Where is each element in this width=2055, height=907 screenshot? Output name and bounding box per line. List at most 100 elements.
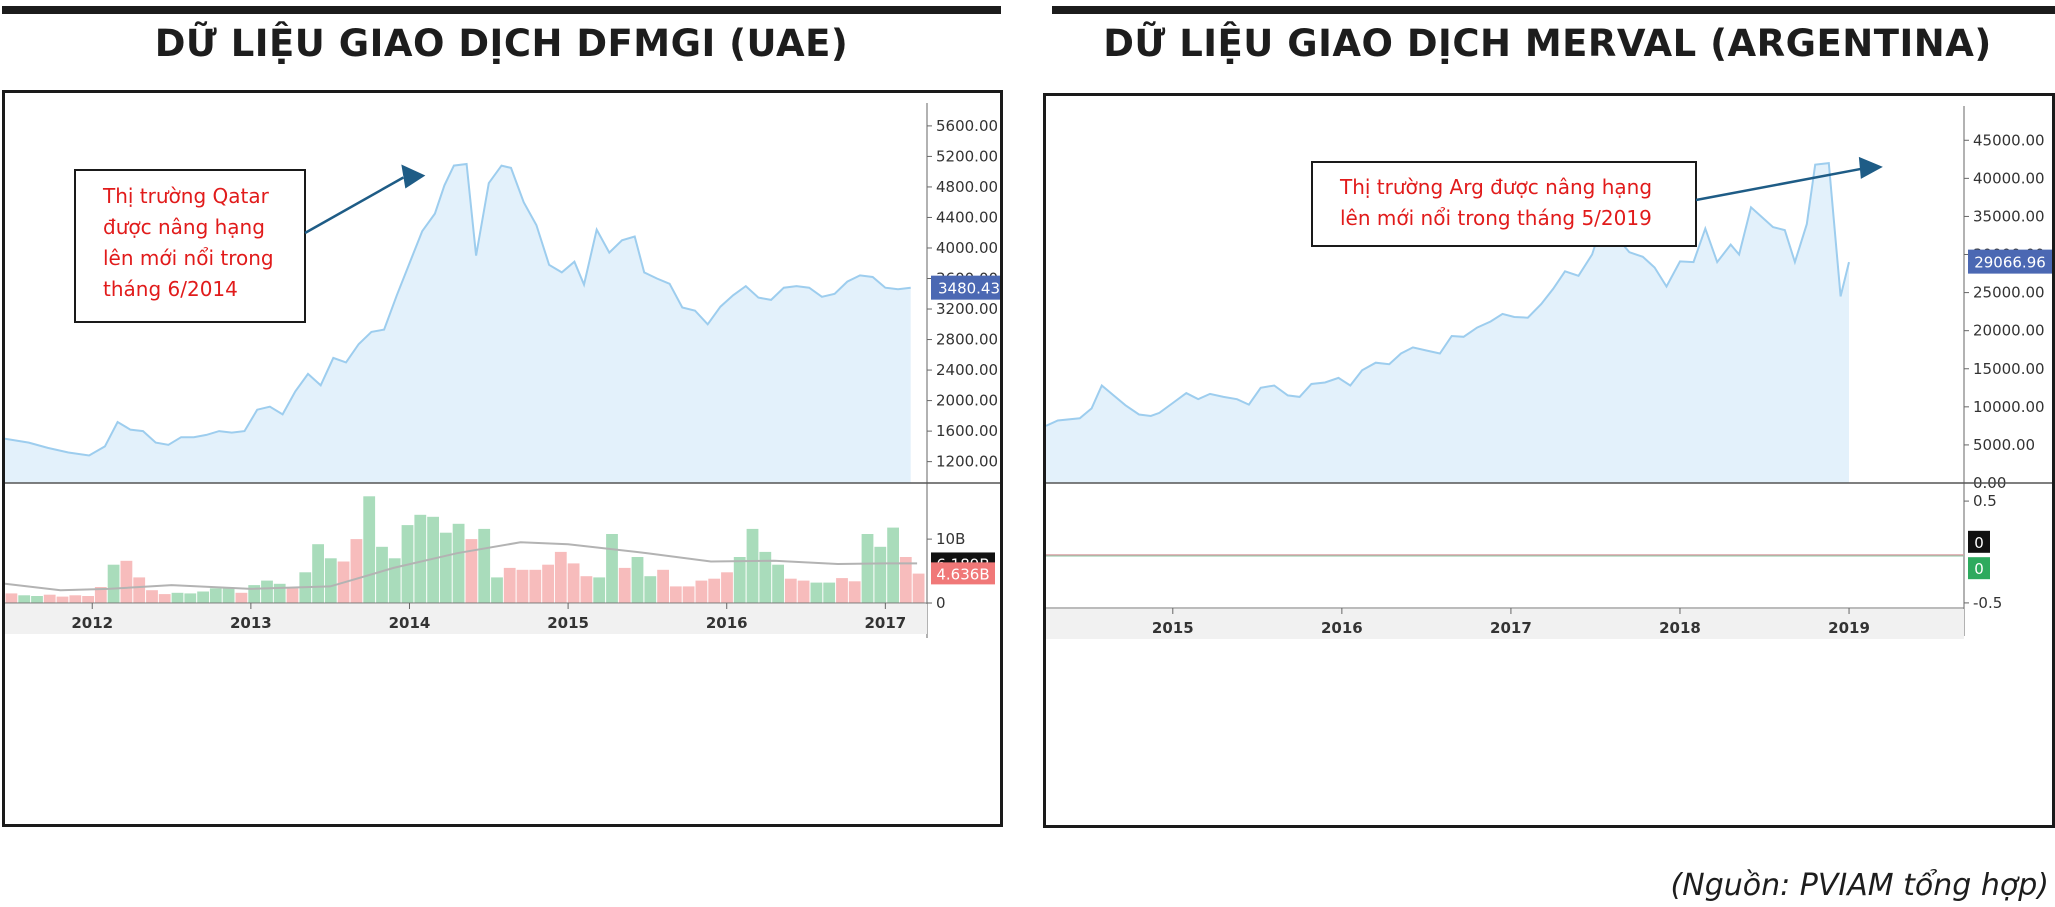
volume-bar [657, 569, 669, 603]
panel-merval: DỮ LIỆU GIAO DỊCH MERVAL (ARGENTINA) 450… [1040, 0, 2055, 840]
volume-tick-label: 10B [936, 530, 965, 548]
volume-bar [452, 523, 465, 603]
osc-badge [1968, 557, 1990, 580]
price-tick-label: 15000.00 [1973, 360, 2045, 378]
source-note: (Nguồn: PVIAM tổng hợp) [1670, 868, 2049, 903]
x-tick-label: 2016 [706, 614, 748, 632]
volume-bar [439, 532, 452, 603]
volume-badge [931, 562, 995, 585]
volume-bar [171, 592, 184, 603]
price-tick-label: 2400.00 [936, 361, 998, 379]
price-tick-label: 2800.00 [936, 331, 998, 349]
volume-bar [823, 582, 836, 603]
volume-bar [414, 514, 427, 603]
volume-bar [107, 564, 120, 603]
last-price-badge [1968, 249, 2052, 274]
volume-bar [542, 564, 554, 603]
volume-bar [120, 560, 133, 603]
merval-chart: 45000.0040000.0035000.0030000.0025000.00… [1045, 106, 2052, 639]
volume-bar [887, 527, 899, 603]
volume-bar [759, 551, 772, 603]
chart-frame: 5600.005200.004800.004400.004000.003600.… [2, 90, 1007, 827]
volume-bar [158, 594, 171, 603]
volume-bar [682, 586, 695, 603]
annotation-text: Thị trường Qatar [102, 184, 270, 208]
volume-bar [376, 546, 388, 603]
volume-bar [312, 544, 324, 603]
volume-bar [618, 567, 631, 603]
volume-bar [491, 577, 503, 603]
volume-bar [772, 564, 784, 603]
price-tick-label: 4400.00 [936, 208, 998, 226]
volume-bar [503, 567, 516, 603]
volume-bar [388, 558, 401, 603]
panel-dfmgi: DỮ LIỆU GIAO DỊCH DFMGI (UAE) 5600.00 520… [0, 0, 1007, 840]
volume-bar [248, 585, 261, 603]
last-price-badge [931, 275, 1007, 300]
volume-bar [861, 534, 874, 603]
x-tick-label: 2013 [230, 614, 272, 632]
volume-bar [273, 583, 286, 603]
volume-bar [261, 580, 273, 603]
volume-bar [631, 557, 644, 603]
volume-bar [222, 587, 235, 603]
volume-bar [644, 576, 657, 603]
panel-top-rule [2, 6, 1001, 14]
annotation-arrow-line [304, 176, 404, 235]
osc-badge-label: 0 [1974, 534, 1984, 552]
last-price-label: 3480.43 [938, 280, 1000, 298]
osc-tick-label: -0.5 [1973, 594, 2002, 612]
price-tick-label: 20000.00 [1973, 322, 2045, 340]
annotation-arrow-line [1695, 167, 1862, 202]
volume-tick-label: 0 [936, 594, 946, 612]
dfmgi-chart: 5600.005200.004800.004400.004000.003600.… [4, 103, 1007, 638]
chart-title: DỮ LIỆU GIAO DỊCH MERVAL (ARGENTINA) [1103, 22, 1992, 65]
volume-bar [31, 596, 43, 603]
price-tick-label: 1200.00 [936, 453, 998, 471]
volume-bar [516, 569, 529, 603]
price-tick-label: 4800.00 [936, 178, 998, 196]
volume-bar [836, 578, 848, 603]
volume-bar [606, 534, 618, 603]
osc-badge-label: 0 [1974, 560, 1984, 578]
volume-bar [286, 588, 299, 603]
osc-tick-label: 0.5 [1973, 492, 1997, 510]
volume-bar [465, 539, 478, 603]
volume-bar [810, 582, 823, 603]
volume-bar [235, 592, 248, 603]
volume-bar [746, 528, 759, 603]
x-tick-label: 2014 [389, 614, 431, 632]
price-line [4, 162, 911, 457]
volume-bar [848, 581, 861, 603]
chart-title: DỮ LIỆU GIAO DỊCH DFMGI (UAE) [154, 22, 849, 65]
price-tick-label: 4000.00 [936, 239, 998, 257]
volume-bar [874, 546, 887, 603]
price-area [1046, 163, 1849, 483]
volume-bar [82, 596, 94, 603]
volume-bar [554, 551, 567, 603]
volume-ma-line [4, 541, 918, 592]
annotation-text: Thị trường Arg được nâng hạng [1339, 175, 1652, 199]
volume-bar [146, 590, 158, 603]
volume-bar [197, 591, 209, 603]
price-tick-label: 40000.00 [1973, 169, 2045, 187]
volume-bar [593, 577, 606, 603]
x-tick-label: 2012 [71, 614, 113, 632]
volume-bar [350, 539, 363, 603]
volume-bar [721, 572, 733, 603]
volume-bar [43, 594, 56, 603]
price-tick-label: 1600.00 [936, 422, 998, 440]
volume-bar [733, 557, 746, 603]
x-axis-band [5, 604, 927, 634]
chart-frame: 45000.0040000.0035000.0030000.0025000.00… [1043, 93, 2055, 828]
volume-bar [69, 595, 82, 603]
volume-badge-label: 4.636B [936, 565, 989, 583]
volume-bar [363, 496, 376, 603]
price-tick-label: 3200.00 [936, 300, 998, 318]
volume-bar [324, 558, 337, 603]
volume-bar [529, 569, 542, 603]
price-tick-label: 5000.00 [1973, 436, 2035, 454]
volume-bar [18, 595, 31, 603]
volume-bar [695, 580, 708, 603]
annotation-box [1311, 161, 1697, 247]
